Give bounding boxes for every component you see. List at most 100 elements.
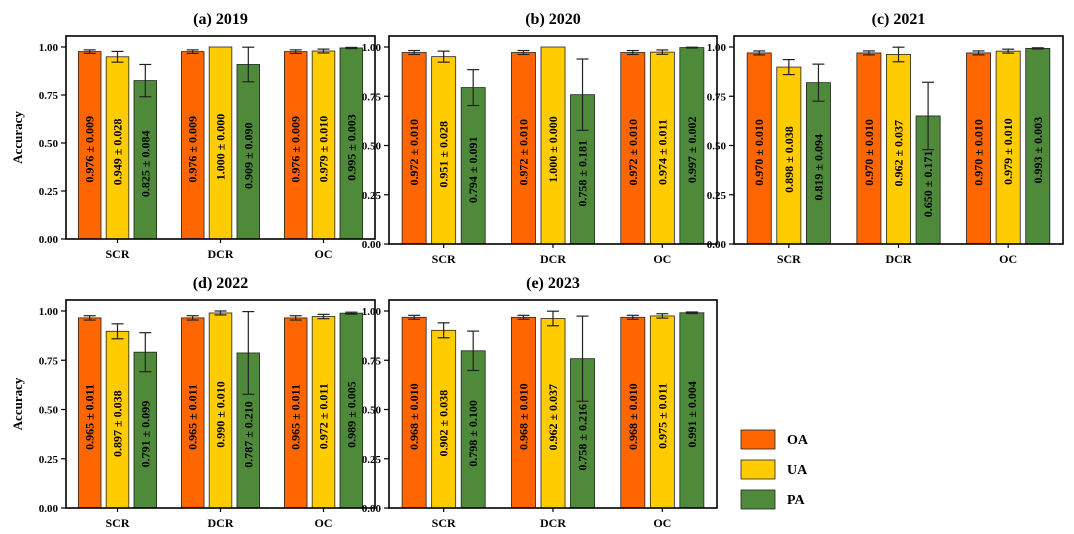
y-tick-label: 0.50 <box>707 141 727 153</box>
bar-pa-oc <box>679 312 705 509</box>
y-tick-label: 0.00 <box>362 503 382 515</box>
y-tick-label: 0.00 <box>707 239 727 251</box>
data-label: 0.979 ± 0.010 <box>317 116 331 183</box>
data-label: 0.902 ± 0.038 <box>437 390 451 457</box>
y-tick-label: 0.00 <box>39 503 59 515</box>
data-label: 0.976 ± 0.009 <box>83 116 97 183</box>
data-label: 1.000 ± 0.000 <box>214 114 228 181</box>
data-label: 0.791 ± 0.099 <box>138 401 152 468</box>
data-label: 0.962 ± 0.037 <box>546 384 560 451</box>
bar-pa-oc <box>679 47 705 245</box>
x-tick-label: DCR <box>540 252 566 266</box>
legend-label-ua: UA <box>787 463 808 478</box>
plot-frame <box>65 299 376 509</box>
chart-title: (d) 2022 <box>193 275 249 292</box>
plot-frame <box>388 35 718 245</box>
bar-pa-scr <box>460 350 486 509</box>
legend-swatch-oa <box>740 429 776 450</box>
data-label: 0.965 ± 0.011 <box>83 384 97 450</box>
data-label: 0.965 ± 0.011 <box>289 384 303 450</box>
y-tick-label: 1.00 <box>362 42 382 54</box>
data-label: 0.991 ± 0.004 <box>685 381 699 448</box>
y-tick-label: 0.50 <box>362 405 382 417</box>
x-tick-label: SCR <box>105 247 129 261</box>
data-label: 0.819 ± 0.094 <box>811 134 825 201</box>
data-label: 0.972 ± 0.010 <box>516 119 530 186</box>
plot-frame <box>388 299 718 509</box>
data-label: 0.898 ± 0.038 <box>782 126 796 193</box>
data-label: 0.951 ± 0.028 <box>437 121 451 188</box>
x-tick-label: OC <box>653 252 671 266</box>
bar-oa-dcr <box>511 52 536 245</box>
data-label: 0.949 ± 0.028 <box>111 119 125 186</box>
bar-oa-scr <box>401 52 427 245</box>
y-tick-label: 0.50 <box>39 405 59 417</box>
bar-oa-dcr <box>511 316 536 509</box>
x-tick-label: DCR <box>540 516 566 530</box>
data-label: 1.000 ± 0.000 <box>546 116 560 183</box>
legend-swatch-ua <box>740 459 776 480</box>
y-axis-label: Accuracy <box>10 111 25 164</box>
data-label: 0.974 ± 0.011 <box>655 119 669 185</box>
chart-panel-4: (d) 2022 0.00 0.25 0.50 0.75 1.00 Accuracy 0.96… <box>10 275 376 530</box>
data-label: 0.976 ± 0.009 <box>186 116 200 183</box>
data-label: 0.993 ± 0.003 <box>1031 117 1045 184</box>
data-label: 0.909 ± 0.090 <box>241 122 255 189</box>
bar-oa-scr <box>401 316 427 509</box>
bar-ua-dcr <box>886 54 911 245</box>
chart-title: (e) 2023 <box>526 275 580 292</box>
bar-oa-oc <box>620 52 646 245</box>
data-label: 0.968 ± 0.010 <box>516 383 530 450</box>
x-tick-label: SCR <box>777 252 801 266</box>
legend: OA UA PA <box>740 429 809 510</box>
chart-title: (b) 2020 <box>525 11 581 28</box>
legend-label-pa: PA <box>787 493 806 508</box>
y-tick-label: 1.00 <box>39 42 59 54</box>
chart-title: (c) 2021 <box>872 11 926 28</box>
data-label: 0.989 ± 0.005 <box>344 381 358 448</box>
y-tick-label: 0.50 <box>362 141 382 153</box>
bar-ua-scr <box>776 66 802 245</box>
x-tick-label: OC <box>315 247 333 261</box>
plot-frame <box>733 35 1064 245</box>
x-tick-label: DCR <box>208 247 234 261</box>
legend-swatch-pa <box>740 489 776 510</box>
y-tick-label: 0.75 <box>707 91 727 103</box>
x-tick-label: OC <box>653 516 671 530</box>
x-tick-label: OC <box>999 252 1017 266</box>
y-tick-label: 1.00 <box>39 306 59 318</box>
data-label: 0.798 ± 0.100 <box>466 400 480 467</box>
x-tick-label: SCR <box>432 516 456 530</box>
data-label: 0.972 ± 0.011 <box>317 383 331 449</box>
x-tick-label: OC <box>315 516 333 530</box>
y-tick-label: 0.75 <box>39 355 59 367</box>
chart-panel-1: (a) 2019 0.00 0.25 0.50 0.75 1.00 Accuracy 0.97… <box>10 11 376 261</box>
y-axis-label: Accuracy <box>10 377 25 430</box>
data-label: 0.650 ± 0.171 <box>921 151 935 218</box>
data-label: 0.995 ± 0.003 <box>344 114 358 181</box>
bar-oa-oc <box>620 316 646 509</box>
data-label: 0.897 ± 0.038 <box>111 390 125 457</box>
data-label: 0.825 ± 0.084 <box>138 131 152 198</box>
data-label: 0.965 ± 0.011 <box>186 384 200 450</box>
y-tick-label: 0.75 <box>362 91 382 103</box>
data-label: 0.976 ± 0.009 <box>289 116 303 183</box>
legend-label-oa: OA <box>787 433 809 448</box>
y-tick-label: 0.75 <box>39 90 59 102</box>
y-tick-label: 1.00 <box>362 306 382 318</box>
y-tick-label: 0.25 <box>39 186 59 198</box>
data-label: 0.990 ± 0.010 <box>214 381 228 448</box>
data-label: 0.962 ± 0.037 <box>892 120 906 187</box>
chart-panel-3: (c) 2021 0.00 0.25 0.50 0.75 1.00 0.970 ± 0.01… <box>707 11 1064 266</box>
plot-frame <box>65 35 376 240</box>
x-tick-label: SCR <box>105 516 129 530</box>
y-tick-label: 1.00 <box>707 42 727 54</box>
y-tick-label: 0.25 <box>707 190 727 202</box>
data-label: 0.758 ± 0.216 <box>576 404 590 471</box>
y-tick-label: 0.25 <box>362 454 382 466</box>
data-label: 0.794 ± 0.091 <box>466 136 480 203</box>
data-label: 0.758 ± 0.181 <box>576 140 590 207</box>
chart-panel-5: (e) 2023 0.00 0.25 0.50 0.75 1.00 0.968 ± 0.01… <box>362 275 718 530</box>
data-label: 0.975 ± 0.011 <box>655 383 669 449</box>
